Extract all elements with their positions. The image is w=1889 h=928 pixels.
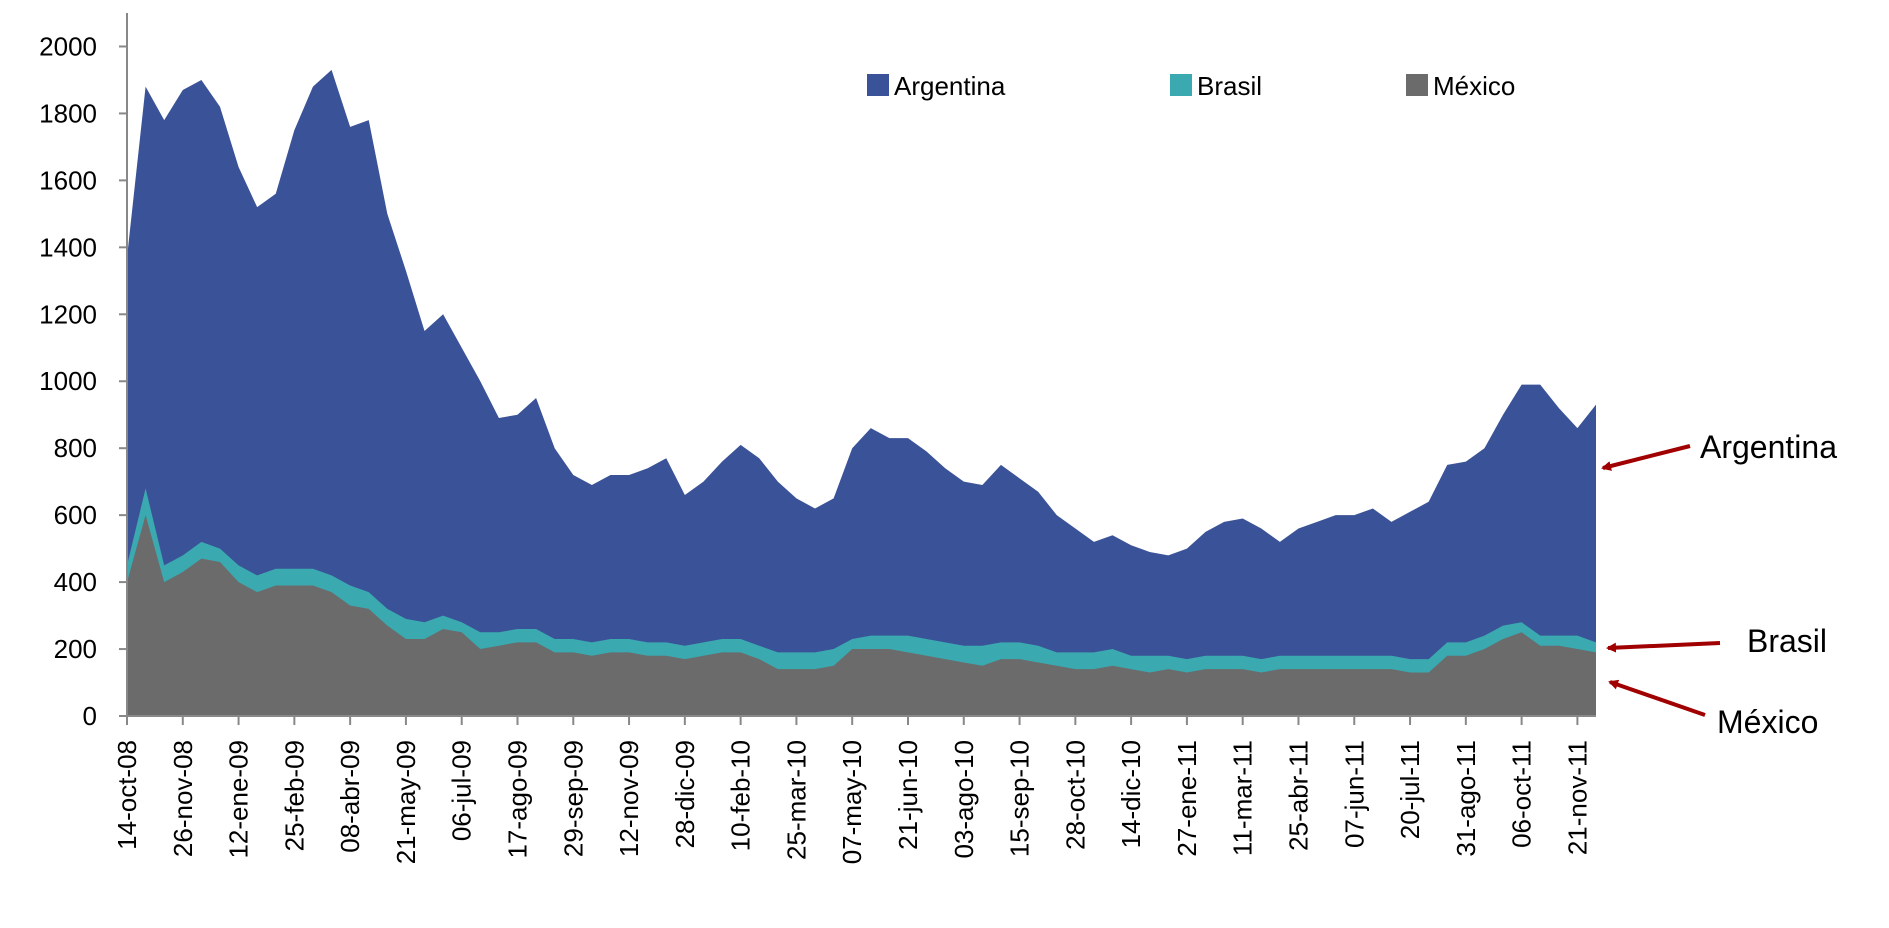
- y-tick-label: 800: [54, 433, 97, 463]
- legend-swatch: [1170, 74, 1192, 96]
- x-tick-label: 12-ene-09: [224, 740, 254, 859]
- y-tick-label: 1400: [39, 232, 97, 262]
- x-tick-label: 25-feb-09: [279, 740, 309, 851]
- annotation: Argentina: [1700, 429, 1837, 465]
- x-tick-label: 21-jun-10: [893, 740, 923, 850]
- legend-label: Argentina: [894, 71, 1006, 101]
- annotation: México: [1717, 704, 1818, 740]
- x-tick-label: 06-jul-09: [447, 740, 477, 841]
- x-tick-label: 07-may-10: [837, 740, 867, 864]
- x-tick-label: 12-nov-09: [614, 740, 644, 857]
- annotation: Brasil: [1747, 623, 1827, 659]
- x-tick-label: 28-oct-10: [1060, 740, 1090, 850]
- annotation-arrow: [1601, 444, 1691, 471]
- x-tick-label: 11-mar-11: [1228, 740, 1258, 856]
- y-tick-label: 1200: [39, 299, 97, 329]
- y-tick-label: 2000: [39, 31, 97, 61]
- y-tick-label: 0: [83, 701, 97, 731]
- x-tick-label: 25-abr-11: [1283, 740, 1313, 851]
- y-tick-label: 200: [54, 634, 97, 664]
- x-tick-label: 25-mar-10: [781, 740, 811, 860]
- area: [127, 515, 1596, 716]
- x-tick-label: 27-ene-11: [1172, 740, 1202, 857]
- y-tick-label: 1000: [39, 366, 97, 396]
- x-tick-label: 28-dic-09: [670, 740, 700, 848]
- x-tick-label: 17-ago-09: [502, 740, 532, 859]
- x-tick-label: 06-oct-11: [1507, 740, 1537, 848]
- x-tick-label: 14-oct-08: [112, 740, 142, 850]
- x-tick-label: 26-nov-08: [168, 740, 198, 857]
- annotation-arrow: [1608, 679, 1706, 717]
- area: [127, 69, 1596, 716]
- legend-label: Brasil: [1197, 71, 1262, 101]
- x-tick-label: 03-ago-10: [949, 740, 979, 859]
- x-tick-label: 15-sep-10: [1005, 740, 1035, 857]
- x-tick-label: 21-nov-11: [1562, 740, 1592, 855]
- x-tick-label: 20-jul-11: [1395, 740, 1425, 839]
- x-tick-label: 31-ago-11: [1451, 740, 1481, 857]
- x-tick-label: 21-may-09: [391, 740, 421, 864]
- legend-swatch: [1406, 74, 1428, 96]
- legend-label: México: [1433, 71, 1515, 101]
- x-tick-label: 14-dic-10: [1116, 740, 1146, 848]
- y-tick-label: 400: [54, 567, 97, 597]
- x-tick-label: 08-abr-09: [335, 740, 365, 853]
- x-tick-label: 07-jun-11: [1339, 740, 1369, 848]
- y-tick-label: 600: [54, 500, 97, 530]
- y-tick-label: 1600: [39, 165, 97, 195]
- y-tick-label: 1800: [39, 98, 97, 128]
- legend-swatch: [867, 74, 889, 96]
- x-tick-label: 10-feb-10: [726, 740, 756, 851]
- x-tick-label: 29-sep-09: [558, 740, 588, 857]
- annotation-arrow: [1606, 641, 1721, 653]
